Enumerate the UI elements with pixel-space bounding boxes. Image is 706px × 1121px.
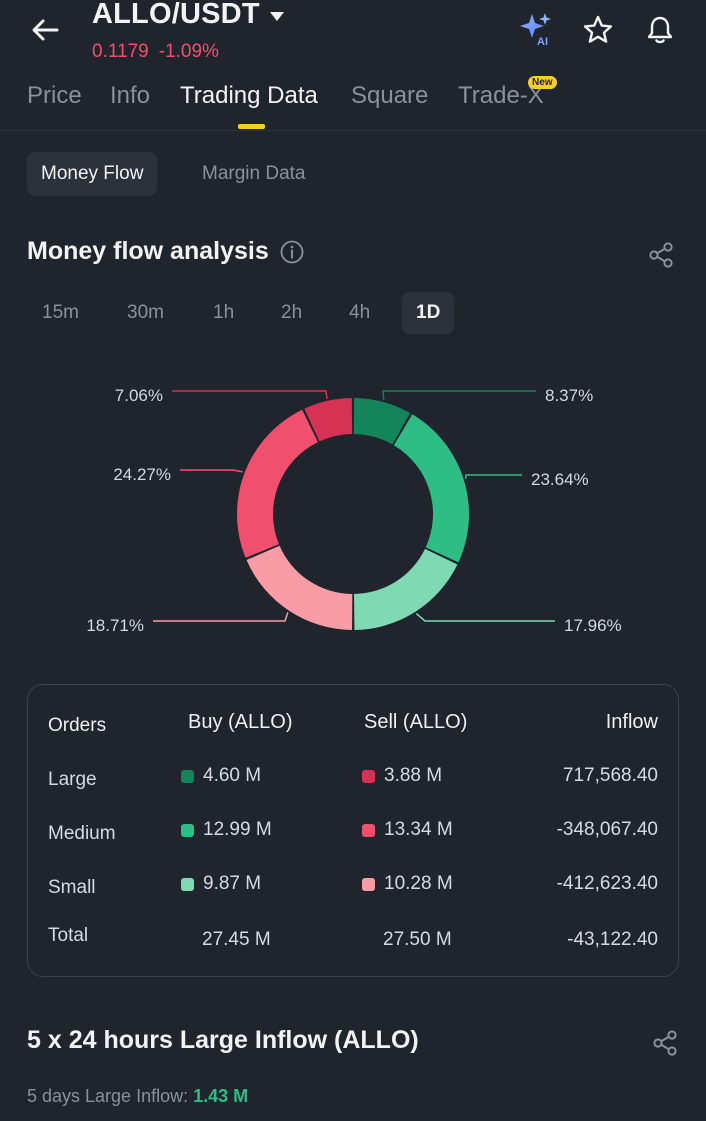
leader-line-large-sell <box>172 390 328 399</box>
interval-30m[interactable]: 30m <box>127 302 164 323</box>
small-sell-swatch <box>362 877 375 891</box>
total-sell-value: 27.50 M <box>383 929 452 950</box>
pct-label-large-sell: 7.06% <box>115 386 163 405</box>
medium-buy-swatch <box>181 823 194 837</box>
donut-slice-medium-buy <box>393 414 469 563</box>
large-inflow-title: 5 x 24 hours Large Inflow (ALLO) <box>27 1026 419 1054</box>
leader-line-small-sell <box>153 612 289 622</box>
leader-line-small-buy <box>415 613 555 622</box>
money-flow-title-text: Money flow analysis <box>27 237 269 265</box>
active-tab-indicator <box>238 124 265 129</box>
share-button-money-flow[interactable] <box>644 238 678 272</box>
medium-inflow-value: -348,067.40 <box>556 819 658 840</box>
small-buy-value: 9.87 M <box>203 873 262 894</box>
new-badge: New <box>528 76 557 89</box>
tab-price[interactable]: Price <box>27 82 82 109</box>
large-inflow-summary: 5 days Large Inflow: 1.43 M <box>27 1086 248 1107</box>
leader-line-large-buy <box>382 390 536 401</box>
donut-slice-small-buy <box>354 548 458 630</box>
pct-label-small-sell: 18.71% <box>86 616 144 635</box>
interval-2h[interactable]: 2h <box>281 302 303 323</box>
money-flow-title: Money flow analysis <box>27 237 305 266</box>
small-sell: 10.28 M <box>362 873 453 895</box>
donut-slice-medium-sell <box>237 409 318 558</box>
small-buy-swatch <box>181 877 194 891</box>
ai-sparkle-icon: AI <box>520 13 551 48</box>
row-label-large: Large <box>48 769 97 790</box>
price-line: 0.1179 -1.09% <box>92 41 219 63</box>
large-sell: 3.88 M <box>362 765 442 787</box>
small-buy: 9.87 M <box>181 873 261 895</box>
large-buy-swatch <box>181 769 194 783</box>
large-inflow-summary-label: 5 days Large Inflow: <box>27 1086 189 1106</box>
medium-buy: 12.99 M <box>181 819 272 841</box>
favorite-button[interactable] <box>578 10 618 50</box>
small-inflow-value: -412,623.40 <box>556 873 658 894</box>
interval-4h[interactable]: 4h <box>349 302 371 323</box>
info-icon[interactable] <box>279 239 305 265</box>
ai-button[interactable]: AI <box>516 10 556 50</box>
pct-label-small-buy: 17.96% <box>564 616 622 635</box>
pct-label-medium-sell: 24.27% <box>113 465 171 484</box>
caret-down-icon <box>269 12 284 21</box>
tabs-divider <box>0 130 706 131</box>
pair-selector[interactable]: ALLO/USDT <box>92 0 284 31</box>
alert-button[interactable] <box>640 10 680 50</box>
medium-sell-swatch <box>362 823 375 837</box>
interval-1d[interactable]: 1D <box>402 292 455 334</box>
tab-square[interactable]: Square <box>351 82 429 109</box>
money-flow-donut-chart: 8.37% 23.64% 17.96% 18.71% 24.27% 7.06% <box>86 386 622 635</box>
share-icon <box>653 1030 677 1056</box>
small-sell-value: 10.28 M <box>384 873 453 894</box>
medium-sell-value: 13.34 M <box>384 819 453 840</box>
star-icon <box>583 15 613 43</box>
col-inflow: Inflow <box>605 711 658 733</box>
interval-15m[interactable]: 15m <box>42 302 79 323</box>
leader-line-medium-buy <box>464 474 522 479</box>
pair-name: ALLO/USDT <box>92 0 260 30</box>
large-buy-value: 4.60 M <box>203 765 262 786</box>
large-sell-value: 3.88 M <box>384 765 443 786</box>
tab-trading-data[interactable]: Trading Data <box>180 82 318 109</box>
large-inflow-summary-value: 1.43 M <box>193 1086 249 1106</box>
total-buy-value: 27.45 M <box>202 929 271 950</box>
share-button-large-inflow[interactable] <box>648 1026 682 1060</box>
col-orders: Orders <box>48 715 107 736</box>
back-button[interactable] <box>22 10 68 50</box>
col-sell: Sell (ALLO) <box>364 711 468 733</box>
tab-info[interactable]: Info <box>110 82 151 109</box>
back-arrow-icon <box>32 19 59 41</box>
subtab-margin-data[interactable]: Margin Data <box>202 163 306 184</box>
subtab-money-flow[interactable]: Money Flow <box>27 152 158 196</box>
leader-line-medium-sell <box>180 469 243 473</box>
medium-buy-value: 12.99 M <box>203 819 272 840</box>
medium-sell: 13.34 M <box>362 819 453 841</box>
share-icon <box>649 242 673 268</box>
pct-label-large-buy: 8.37% <box>545 386 593 405</box>
interval-1h[interactable]: 1h <box>213 302 235 323</box>
large-buy: 4.60 M <box>181 765 261 787</box>
donut-slice-large-buy <box>353 398 411 445</box>
row-label-small: Small <box>48 877 96 898</box>
last-price: 0.1179 <box>92 41 149 62</box>
pct-label-medium-buy: 23.64% <box>531 470 589 489</box>
orders-table: Orders Buy (ALLO) Sell (ALLO) Inflow Lar… <box>27 684 679 977</box>
ai-badge-text: AI <box>537 36 548 48</box>
row-label-medium: Medium <box>48 823 116 844</box>
bell-icon <box>647 16 673 44</box>
total-inflow-value: -43,122.40 <box>567 929 658 950</box>
price-change: -1.09% <box>158 41 219 62</box>
donut-slice-small-sell <box>246 545 353 630</box>
large-inflow-value: 717,568.40 <box>562 765 658 786</box>
donut-slice-large-sell <box>304 398 353 442</box>
row-label-total: Total <box>48 925 89 946</box>
col-buy: Buy (ALLO) <box>188 711 293 733</box>
large-sell-swatch <box>362 769 375 783</box>
